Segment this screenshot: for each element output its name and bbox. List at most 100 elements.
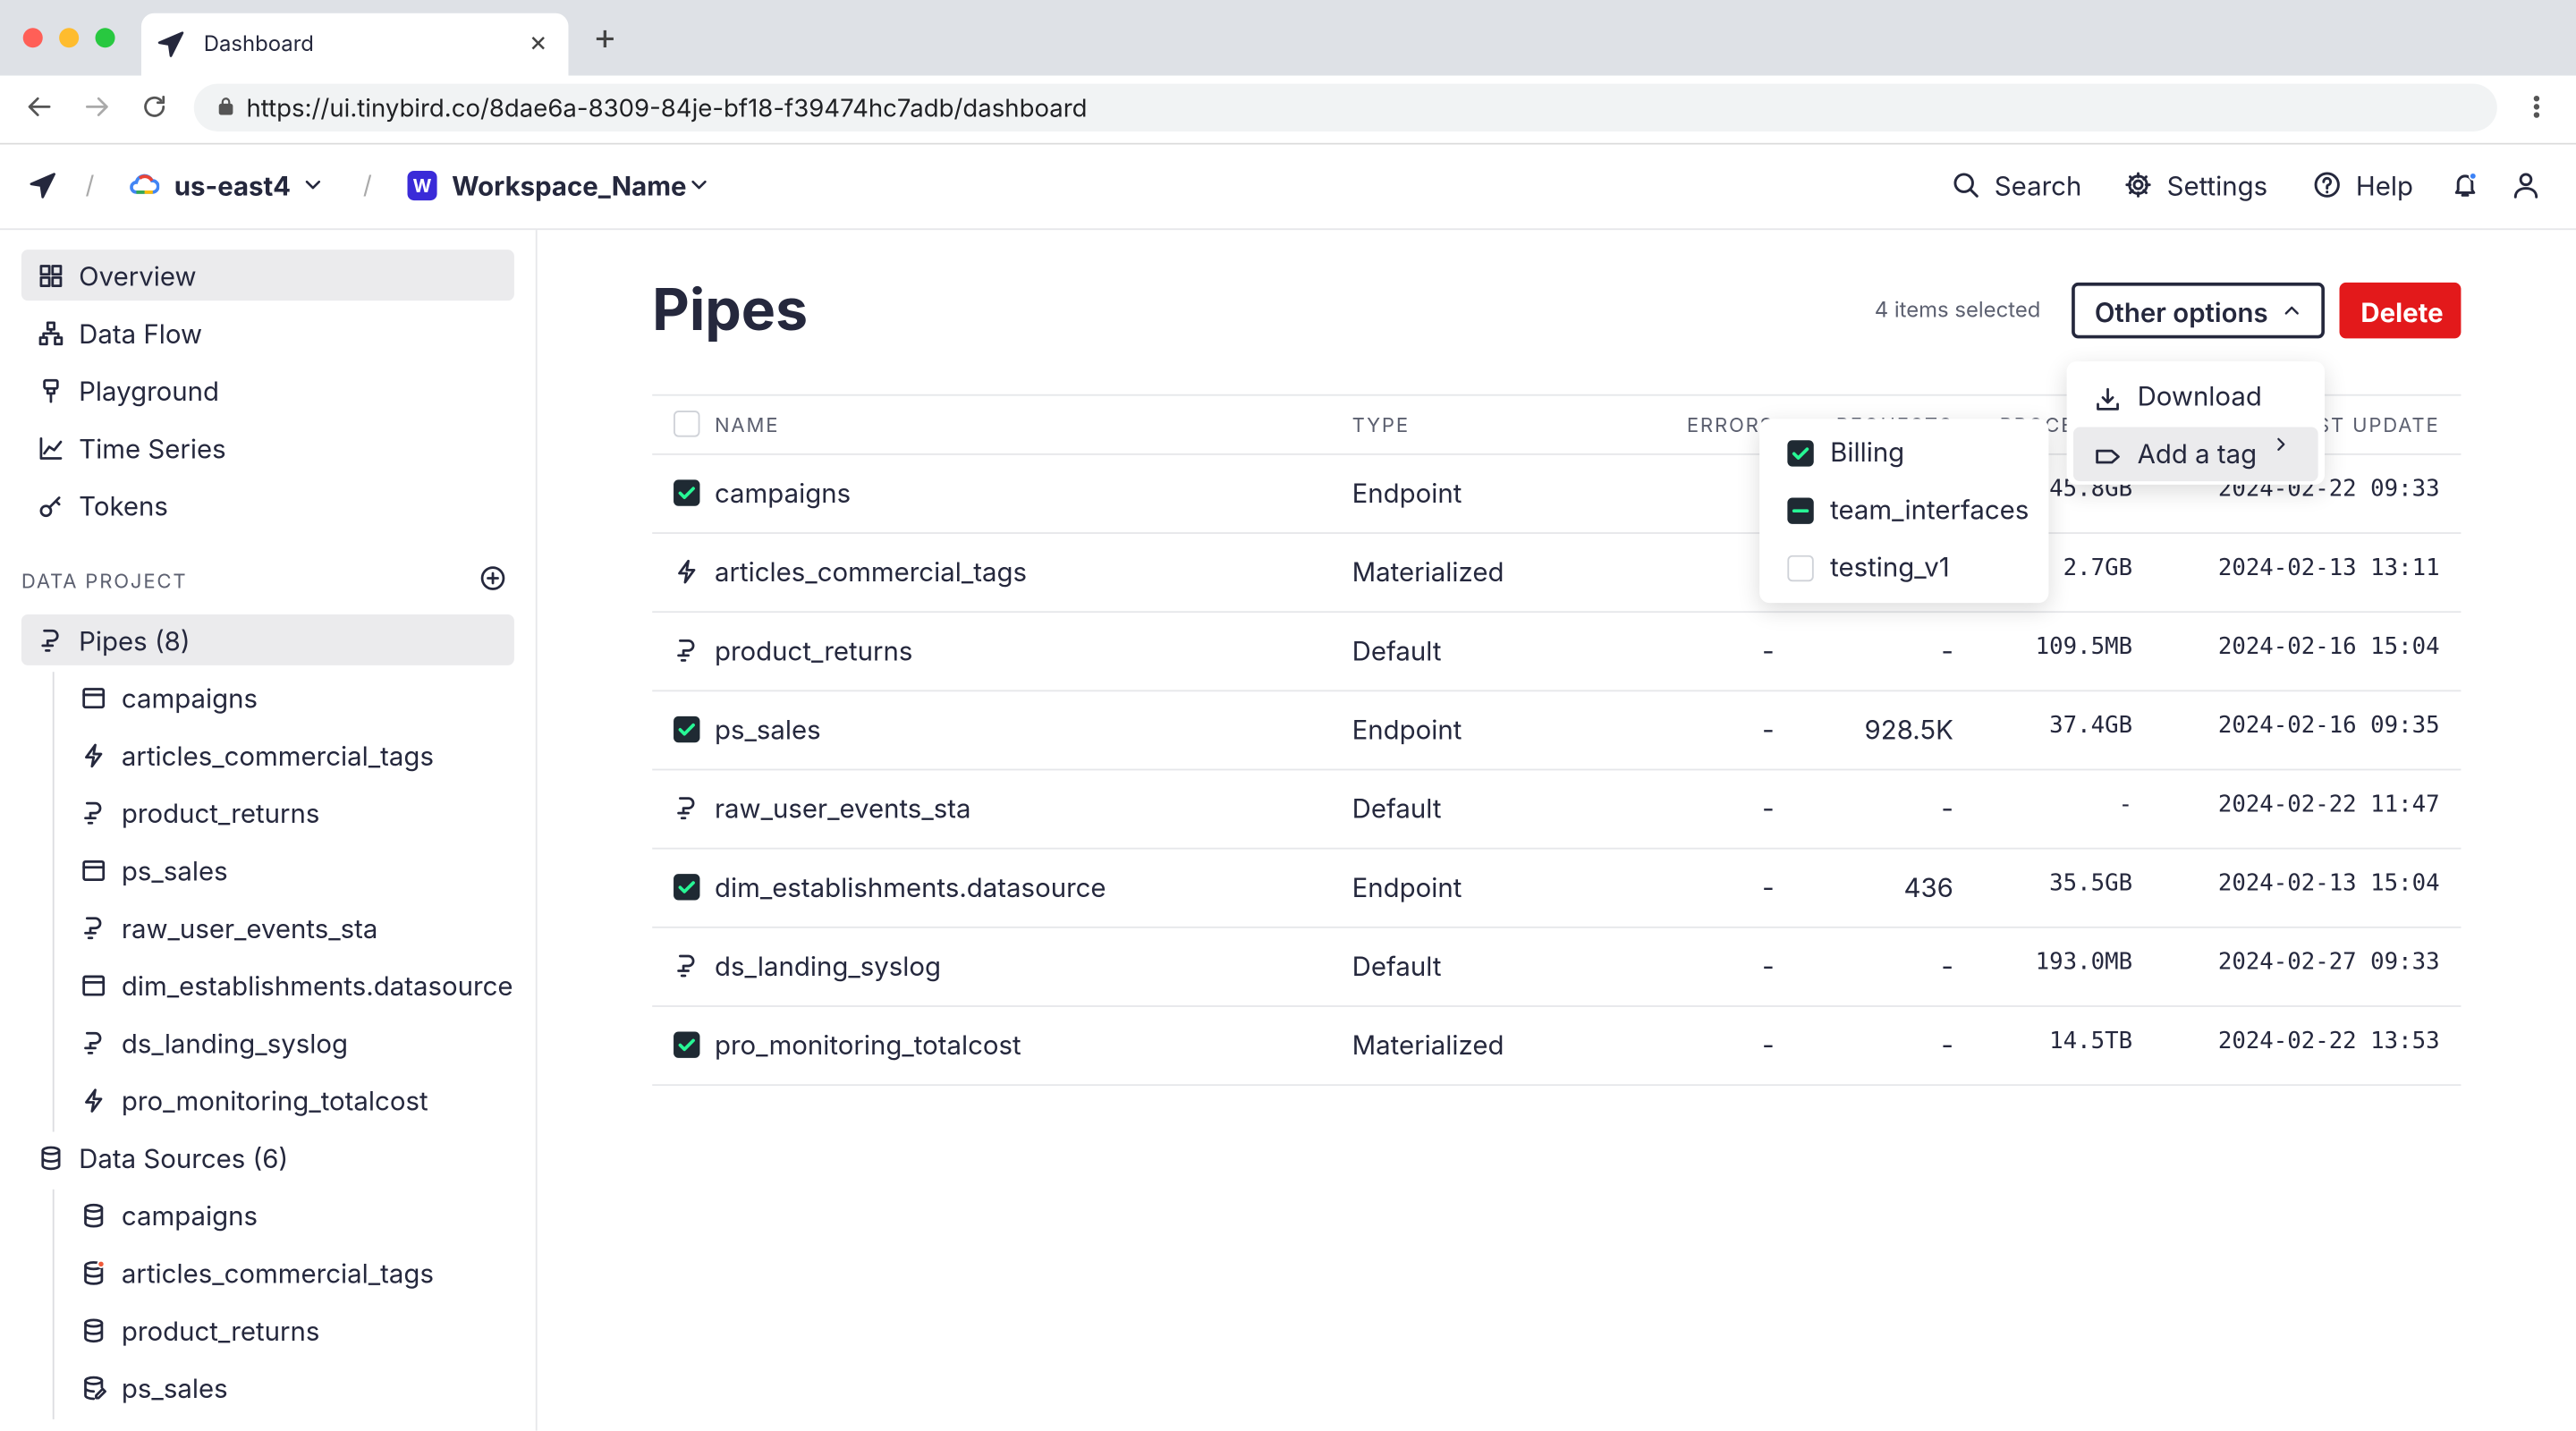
tab[interactable]: Dashboard × (140, 13, 569, 76)
icon (1952, 171, 1979, 199)
checkbox[interactable] (674, 716, 700, 743)
table-cell: 14.5TB (2049, 1028, 2133, 1055)
group-active (21, 614, 514, 665)
sidebar-item[interactable]: product_returns (121, 796, 320, 830)
header-action[interactable]: Help (2355, 169, 2413, 202)
window-control[interactable] (95, 28, 115, 48)
icon (80, 1030, 106, 1056)
icon-part (691, 180, 707, 190)
group-label[interactable]: Pipes (8) (79, 623, 191, 657)
table-cell: 2.7GB (2063, 555, 2133, 582)
icon-part (84, 1259, 106, 1285)
checkbox[interactable] (674, 411, 700, 437)
tag-option[interactable]: team_interfaces (1830, 493, 2029, 526)
menu-item[interactable]: Add a tag (2137, 436, 2258, 470)
icon-part (84, 1318, 104, 1343)
table-cell[interactable]: campaigns (714, 476, 852, 510)
header-action[interactable]: Settings (2166, 169, 2268, 202)
delete-button[interactable]: Delete (2339, 282, 2462, 339)
icon-part (39, 276, 51, 287)
table-cell[interactable]: product_returns (714, 633, 913, 667)
table-cell[interactable]: pro_monitoring_totalcost (714, 1028, 1021, 1062)
icon (2095, 386, 2121, 412)
icon-part (2097, 387, 2119, 411)
icon-part (85, 97, 108, 116)
table-cell: 2024-02-13 13:11 (2217, 555, 2440, 582)
icon-part (678, 723, 695, 736)
tab-close[interactable]: × (529, 26, 548, 60)
icon-part (84, 1031, 102, 1054)
button-label: Delete (2360, 295, 2444, 329)
menu-item[interactable]: Download (2137, 379, 2262, 413)
sidebar-item[interactable]: pro_monitoring_totalcost (121, 1084, 428, 1117)
table-cell[interactable]: raw_user_events_sta (714, 792, 971, 826)
icon-part (305, 180, 321, 190)
icon-part (39, 437, 63, 460)
table-cell: Default (1352, 792, 1442, 826)
nav-item[interactable]: Time Series (79, 432, 226, 465)
checkbox[interactable] (674, 479, 700, 506)
sidebar-item[interactable]: ps_sales (121, 854, 228, 887)
checkbox[interactable] (1787, 497, 1814, 524)
icon-part (130, 174, 160, 194)
table-cell[interactable]: ps_sales (714, 713, 821, 746)
icon-part (82, 688, 106, 709)
icon (687, 173, 712, 198)
icon-part (2533, 95, 2540, 102)
icon-part (678, 487, 695, 500)
nav-item[interactable]: Overview (79, 259, 197, 292)
icon-part (218, 103, 233, 115)
table-cell[interactable]: dim_establishments.datasource (714, 870, 1106, 904)
tag-option[interactable]: testing_v1 (1830, 550, 1950, 584)
nav-item[interactable]: Playground (79, 374, 220, 408)
workspace[interactable]: Workspace_Name (452, 169, 687, 202)
row-border (652, 768, 2462, 771)
icon-part (51, 265, 63, 276)
table-cell: 436 (1903, 870, 1953, 904)
icon-part (2519, 173, 2533, 187)
table-cell: 2024-02-27 09:33 (2217, 949, 2440, 977)
nav-item[interactable]: Tokens (79, 489, 168, 523)
icon-part (82, 688, 106, 709)
table-cell[interactable]: ds_landing_syslog (714, 949, 942, 983)
address-bar[interactable] (193, 83, 2497, 131)
sidebar-item[interactable]: raw_user_events_sta (121, 911, 378, 945)
icon-part (157, 31, 184, 57)
table-cell[interactable]: articles_commercial_tags (714, 555, 1028, 588)
icon-part (39, 265, 51, 276)
window-control[interactable] (22, 28, 43, 48)
checkbox[interactable] (1787, 555, 1814, 582)
checkbox[interactable] (674, 1031, 700, 1058)
icon-part (2454, 171, 2478, 197)
table-cell: - (1941, 792, 1953, 826)
icon (141, 94, 167, 120)
sidebar-item[interactable]: campaigns (121, 1198, 258, 1232)
icon (80, 685, 106, 711)
sidebar-item[interactable]: articles_commercial_tags (121, 1257, 434, 1290)
icon-part (1792, 509, 1809, 513)
icon-part (85, 1088, 103, 1113)
icon-part (28, 97, 51, 116)
sidebar-item[interactable]: campaigns (121, 682, 258, 715)
icon (30, 173, 55, 199)
icon (38, 493, 64, 519)
window-control[interactable] (59, 28, 80, 48)
checkbox[interactable] (1787, 440, 1814, 467)
region[interactable]: us-east4 (174, 169, 291, 202)
nav-item[interactable]: Data Flow (79, 317, 203, 351)
sidebar-item[interactable]: ps_sales (121, 1371, 228, 1405)
tag-option[interactable]: Billing (1830, 435, 1905, 469)
other-options-button[interactable]: Other options (2072, 282, 2325, 339)
header-action[interactable]: Search (1994, 169, 2082, 202)
separator: / (362, 169, 372, 201)
icon-part (41, 629, 59, 652)
icon-part (30, 173, 55, 199)
new-tab[interactable]: + (593, 16, 617, 60)
table-cell: - (1762, 949, 1775, 983)
checkbox[interactable] (674, 874, 700, 901)
sidebar-item[interactable]: product_returns (121, 1314, 320, 1348)
sidebar-item[interactable]: articles_commercial_tags (121, 739, 434, 773)
group-label[interactable]: Data Sources (6) (79, 1141, 289, 1175)
sidebar-item[interactable]: dim_establishments.datasource (121, 969, 513, 1003)
sidebar-item[interactable]: ds_landing_syslog (121, 1026, 349, 1060)
